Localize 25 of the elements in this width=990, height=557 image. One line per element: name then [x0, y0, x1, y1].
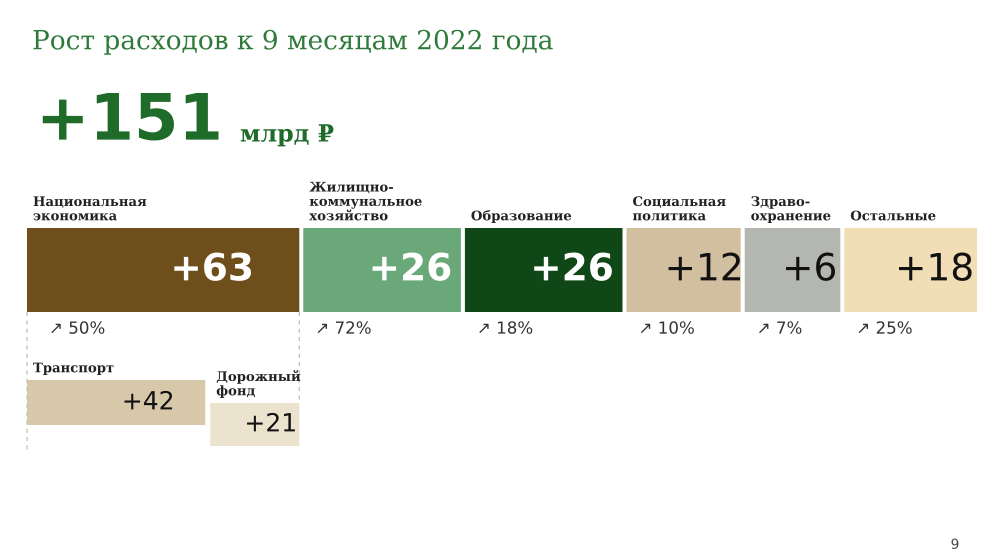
- category-label: Транспорт: [33, 362, 114, 375]
- data-label: +63: [174, 252, 251, 281]
- category-label: Образование: [471, 210, 572, 223]
- category-label: Национальная экономика: [34, 196, 146, 220]
- data-label: +26: [534, 252, 612, 281]
- text: Рост расходов к 9 месяцам 2022 года: [33, 30, 553, 55]
- category-label: Остальные: [850, 210, 936, 220]
- text: ↗ 25%: [858, 321, 912, 334]
- data-label: +42: [124, 390, 172, 410]
- text: +151 млрд ₽: [42, 93, 334, 146]
- data-label: +18: [899, 252, 972, 281]
- category-label: Жилищно- коммунальное хозяйство: [309, 182, 422, 220]
- data-label: +21: [247, 412, 295, 432]
- text: ↗ 18%: [479, 321, 532, 334]
- data-label: +12: [668, 252, 740, 280]
- data-label: +26: [372, 252, 450, 281]
- text: 9: [951, 538, 958, 550]
- text: ↗ 10%: [640, 321, 694, 334]
- text: ↗ 50%: [51, 321, 104, 334]
- category-label: Социальная политика: [632, 196, 726, 220]
- text: ↗ 72%: [318, 321, 371, 334]
- category-label: Дорожный фонд: [216, 370, 300, 398]
- category-label: Здраво- охранение: [751, 196, 830, 223]
- data-label: +6: [786, 252, 835, 281]
- text: ↗ 7%: [759, 321, 802, 334]
